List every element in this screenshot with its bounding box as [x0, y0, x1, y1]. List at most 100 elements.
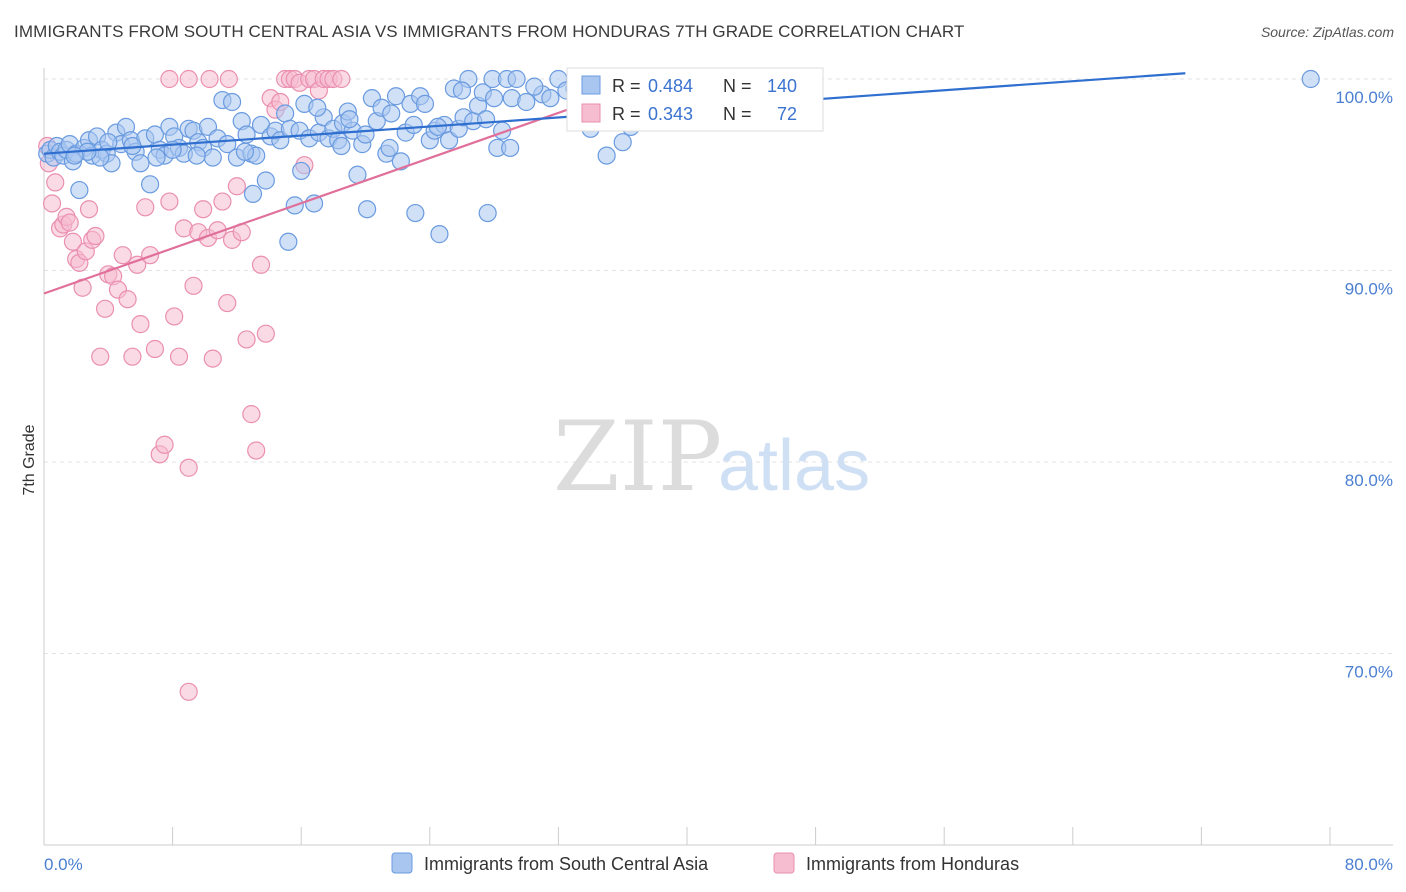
honduras-point	[332, 69, 351, 89]
south-central-asia-point	[541, 89, 560, 108]
south-central-asia-point	[243, 184, 263, 203]
south-central-asia-point	[415, 94, 435, 113]
south-central-asia-point	[99, 133, 118, 152]
south-central-asia-point	[597, 146, 616, 165]
south-central-asia-point	[279, 232, 298, 251]
south-central-asia-point	[517, 92, 536, 112]
honduras-point	[113, 246, 132, 265]
south-central-asia-point	[476, 110, 496, 129]
south-central-asia-point	[65, 146, 84, 165]
honduras-point	[247, 441, 266, 460]
honduras-point	[251, 255, 271, 274]
south-central-asia-point	[1301, 69, 1320, 89]
honduras-point	[95, 299, 115, 318]
south-central-asia-point	[70, 180, 89, 200]
stats-pink-n-label: N =	[723, 104, 752, 124]
south-central-asia-point	[222, 92, 242, 112]
stats-blue-r-label: R =	[612, 76, 641, 96]
honduras-point	[42, 194, 62, 213]
south-central-asia-point	[430, 225, 449, 244]
south-central-asia-point	[292, 161, 311, 181]
stats-blue-r-value: 0.484	[648, 76, 693, 96]
source-credit: Source: ZipAtlas.com	[1260, 24, 1394, 40]
honduras-point	[194, 200, 213, 219]
legend-label-honduras: Immigrants from Honduras	[806, 854, 1019, 874]
south-central-asia-point	[613, 133, 632, 152]
honduras-point	[160, 192, 179, 211]
honduras-point	[136, 198, 155, 217]
south-central-asia-point	[485, 89, 504, 108]
honduras-point	[242, 405, 261, 424]
trend-line-honduras	[43, 77, 656, 295]
south-central-asia-point	[308, 98, 327, 117]
legend: Immigrants from South Central Asia Immig…	[391, 852, 1019, 874]
south-central-asia-point	[131, 154, 150, 173]
south-central-asia-point	[382, 104, 401, 123]
south-central-asia-point	[507, 69, 526, 89]
honduras-point	[256, 324, 275, 343]
south-central-asia-point	[358, 200, 377, 219]
honduras-point	[213, 192, 232, 211]
honduras-point	[123, 347, 142, 366]
south-central-asia-point	[406, 203, 425, 223]
honduras-point	[203, 349, 222, 368]
stats-pink-n-value: 72	[777, 104, 797, 124]
honduras-point	[165, 307, 184, 326]
stats-blue-swatch	[581, 75, 601, 95]
y-tick-label: 90.0%	[1345, 280, 1393, 299]
honduras-point	[237, 330, 256, 349]
south-central-asia-point	[140, 175, 160, 194]
honduras-point	[179, 458, 198, 477]
stats-blue-n-label: N =	[723, 76, 752, 96]
stats-pink-swatch	[581, 103, 601, 123]
south-central-asia-point	[386, 87, 406, 106]
honduras-point	[219, 69, 238, 89]
x-tick-max: 80.0%	[1345, 855, 1393, 874]
south-central-asia-point	[380, 138, 399, 158]
legend-swatch-south-central-asia	[391, 852, 413, 874]
south-central-asia-point	[452, 81, 472, 100]
legend-label-south-central-asia: Immigrants from South Central Asia	[424, 854, 709, 874]
honduras-point	[91, 347, 110, 366]
watermark-atlas: atlas	[718, 426, 870, 506]
south-central-asia-point	[356, 125, 375, 144]
south-central-asia-point	[501, 138, 520, 158]
south-central-asia-point	[256, 171, 275, 190]
south-central-asia-point	[404, 115, 423, 135]
series-south-central-asia-points	[38, 69, 1320, 251]
south-central-asia-point	[478, 203, 497, 223]
honduras-point	[200, 69, 219, 89]
stats-pink-r-label: R =	[612, 104, 641, 124]
honduras-point	[60, 213, 79, 232]
south-central-asia-point	[276, 104, 295, 123]
y-axis-label: 7th Grade	[21, 424, 38, 495]
honduras-point	[79, 200, 99, 219]
south-central-asia-point	[235, 142, 255, 161]
x-tick-min: 0.0%	[44, 855, 83, 874]
y-tick-label: 100.0%	[1335, 88, 1393, 107]
honduras-point	[160, 69, 179, 89]
south-central-asia-point	[147, 148, 166, 167]
honduras-point	[145, 339, 165, 359]
stats-box-frame	[566, 67, 824, 132]
y-tick-label: 70.0%	[1345, 663, 1393, 682]
south-central-asia-point	[340, 110, 359, 129]
watermark: ZIP atlas	[553, 401, 870, 513]
honduras-point	[184, 276, 203, 295]
honduras-point	[227, 177, 246, 196]
honduras-point	[131, 315, 150, 334]
stats-pink-r-value: 0.343	[648, 104, 693, 124]
stats-box: R = 0.484 N = 140 R = 0.343 N = 72	[566, 67, 824, 132]
watermark-zip: ZIP	[553, 401, 722, 513]
y-tick-label: 80.0%	[1345, 471, 1393, 490]
honduras-point	[169, 347, 189, 366]
south-central-asia-point	[525, 77, 544, 96]
south-central-asia-point	[187, 146, 206, 165]
honduras-point	[63, 232, 83, 251]
grid-lines	[44, 78, 1393, 654]
chart-title: IMMIGRANTS FROM SOUTH CENTRAL ASIA VS IM…	[14, 22, 965, 41]
honduras-point	[179, 682, 198, 701]
honduras-point	[46, 173, 65, 192]
honduras-point	[86, 226, 105, 246]
